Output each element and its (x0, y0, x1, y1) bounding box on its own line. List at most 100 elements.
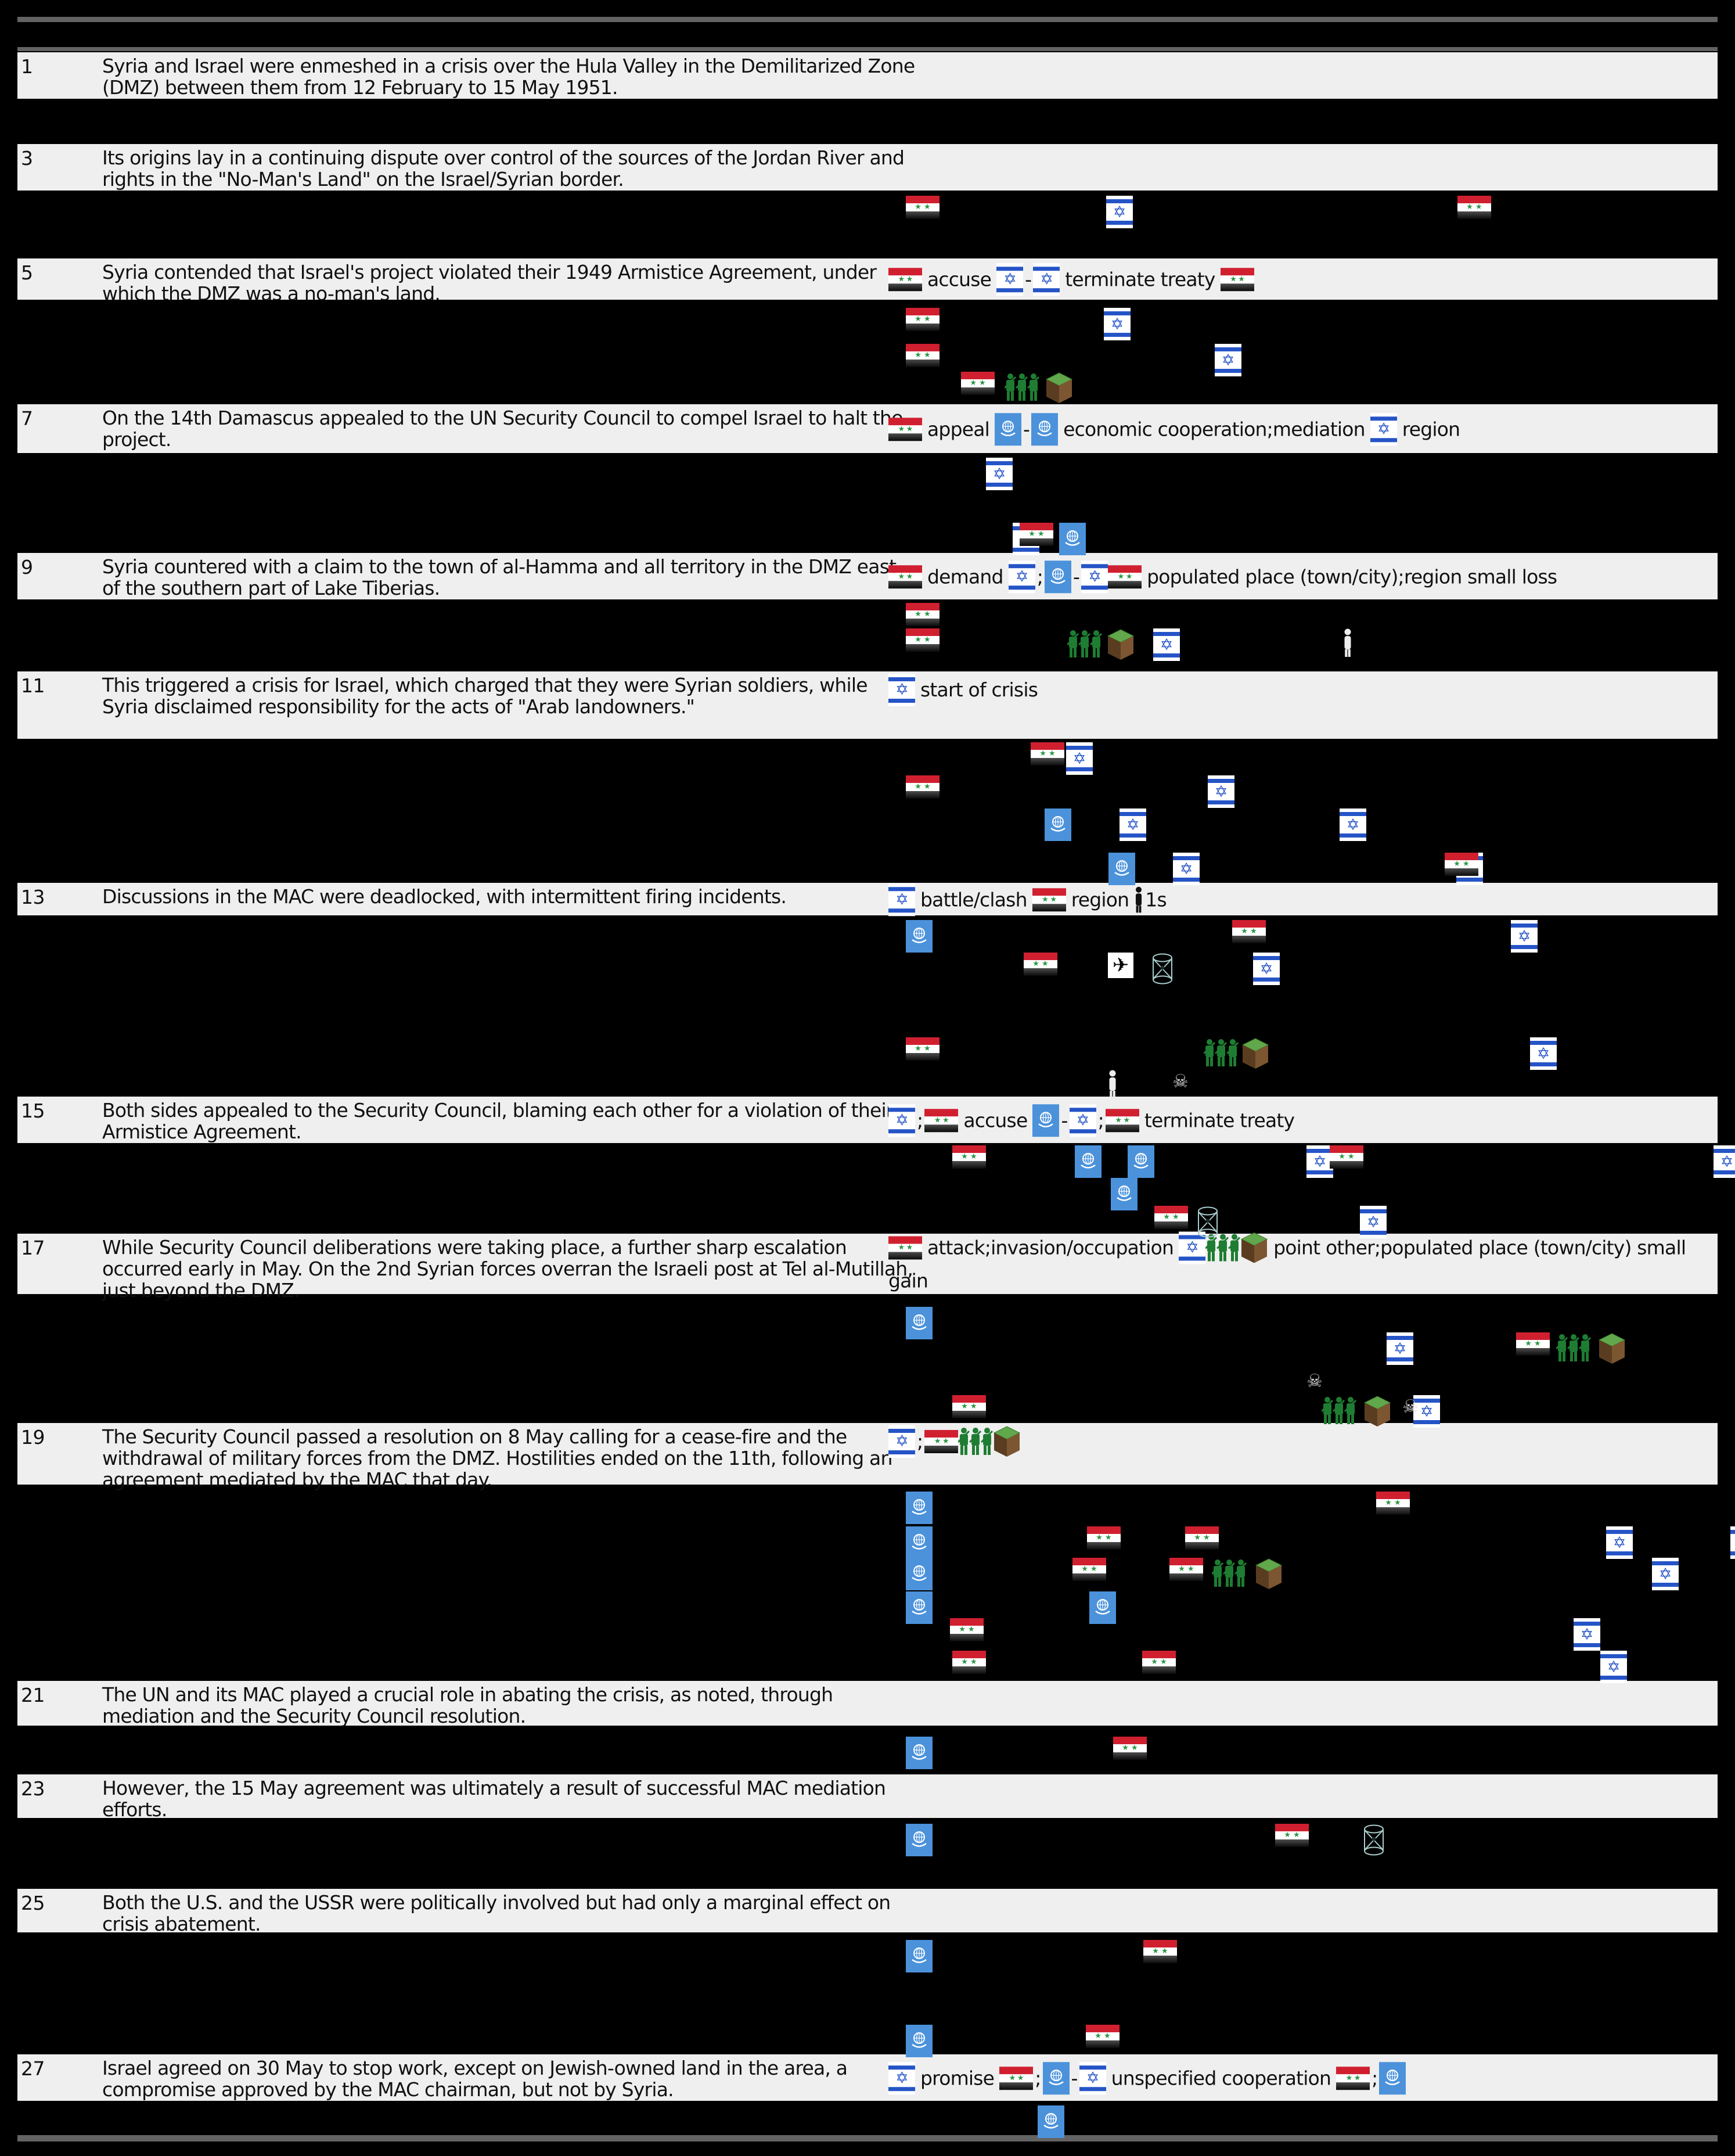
israel-flag: ✡ (1120, 808, 1146, 841)
soldiers-icon (1211, 1558, 1247, 1589)
annotation-label: unspecified cooperation (1111, 2066, 1331, 2089)
syria-flag: ★ ★ (906, 196, 940, 219)
row-number: 1 (21, 55, 33, 78)
syria-flag: ★ ★ (1220, 268, 1254, 292)
israel-flag: ✡ (1081, 560, 1108, 593)
grass-block-icon (1598, 1332, 1626, 1365)
israel-flag: ✡ (1173, 853, 1200, 885)
row-text: While Security Council deliberations wer… (102, 1236, 913, 1302)
row-number: 7 (21, 407, 33, 430)
syria-flag: ★ ★ (1113, 1737, 1147, 1760)
israel-flag: ✡ (1208, 775, 1234, 808)
syria-flag: ★ ★ (1024, 953, 1057, 976)
annotation-label: ; (1097, 1108, 1104, 1131)
row-number: 3 (21, 147, 33, 170)
syria-flag: ★ ★ (1376, 1492, 1410, 1515)
row-text: However, the 15 May agreement was ultima… (102, 1777, 886, 1821)
row-number: 19 (21, 1426, 45, 1449)
syria-flag: ★ ★ (1108, 565, 1142, 588)
row-text: Both sides appealed to the Security Coun… (102, 1099, 894, 1143)
wireframe-cylinder-icon (1196, 1206, 1219, 1238)
syria-flag: ★ ★ (1457, 196, 1491, 219)
israel-flag: ✡ (1360, 1206, 1387, 1238)
syria-flag: ★ ★ (1105, 1108, 1139, 1132)
annotation-label: region (1071, 887, 1129, 911)
soldiers-icon (1320, 1395, 1357, 1426)
israel-flag: ✡ (1730, 1526, 1735, 1559)
israel-flag: ✡ (986, 458, 1013, 490)
annotation-label: - (1071, 2066, 1078, 2089)
table-row: 13 Discussions in the MAC were deadlocked… (17, 882, 1718, 916)
syria-flag: ★ ★ (1086, 2025, 1120, 2048)
syria-flag: ★ ★ (888, 565, 922, 588)
row-annotation: ✡ promise ★ ★; - ✡ unspecified cooperation ★ ★… (888, 2061, 1715, 2094)
annotation-label: - (1025, 268, 1032, 291)
row-number: 9 (21, 556, 33, 578)
annotation-label: accuse (927, 268, 992, 291)
header-rule (17, 47, 1718, 51)
israel-flag: ✡ (1069, 1104, 1096, 1137)
annotation-label: battle/clash (920, 887, 1027, 911)
table-row: 7 On the 14th Damascus appealed to the UN… (17, 404, 1718, 453)
soldiers-icon (1003, 372, 1040, 403)
row-text: Syria and Israel were enmeshed in a cris… (102, 55, 915, 99)
grass-block-icon (1045, 372, 1073, 404)
un-flag (906, 1824, 933, 1856)
soldiers-icon (1205, 1232, 1241, 1263)
un-flag (1059, 523, 1086, 555)
row-text: Its origins lay in a continuing dispute … (102, 146, 905, 191)
syria-flag: ★ ★ (1142, 1651, 1176, 1674)
israel-flag: ✡ (888, 883, 915, 916)
syria-flag: ★ ★ (1087, 1526, 1121, 1550)
un-flag (1045, 560, 1072, 593)
israel-flag: ✡ (1153, 628, 1180, 661)
israel-flag: ✡ (1387, 1332, 1413, 1365)
israel-flag: ✡ (1253, 953, 1280, 985)
israel-flag: ✡ (1306, 1145, 1333, 1178)
row-annotation: ✡ start of crisis (888, 673, 1715, 706)
annotation-label: ; (1035, 2066, 1041, 2089)
un-flag (906, 1526, 933, 1559)
annotation-label: region (1402, 417, 1460, 440)
annotation-label: ; (1036, 565, 1043, 588)
row-annotation: ★ ★ accuse ✡ - ✡ terminate treaty ★ ★ (888, 263, 1715, 296)
un-flag (1089, 1591, 1116, 1624)
israel-flag: ✡ (1106, 196, 1133, 228)
table-row: 3 Its origins lay in a continuing dispute… (17, 144, 1718, 191)
soldiers-icon (1555, 1332, 1592, 1364)
israel-flag: ✡ (888, 673, 915, 706)
syria-flag: ★ ★ (952, 1395, 986, 1418)
syria-flag: ★ ★ (1154, 1206, 1188, 1229)
bottom-rule (17, 2135, 1718, 2141)
israel-flag: ✡ (1215, 344, 1241, 376)
row-number: 25 (21, 1892, 45, 1914)
israel-flag: ✡ (1600, 1651, 1627, 1683)
syria-flag: ★ ★ (1143, 1940, 1177, 1963)
annotation-label: terminate treaty (1144, 1108, 1295, 1131)
syria-flag: ★ ★ (1275, 1824, 1309, 1847)
skull-icon: ☠ (1402, 1396, 1419, 1417)
israel-flag: ✡ (1340, 808, 1366, 841)
row-text: This triggered a crisis for Israel, whic… (102, 674, 868, 718)
un-flag (1045, 808, 1071, 841)
row-annotation: ✡; ★ ★ (888, 1424, 1715, 1458)
person-icon (1343, 628, 1352, 657)
un-flag (906, 1591, 933, 1624)
annotation-label: start of crisis (920, 678, 1038, 701)
israel-flag: ✡ (888, 1425, 915, 1458)
un-flag (906, 1940, 933, 1972)
israel-flag: ✡ (1413, 1395, 1440, 1428)
grass-block-icon (1241, 1037, 1269, 1070)
syria-flag: ★ ★ (906, 628, 940, 652)
grass-block-icon (1240, 1231, 1268, 1264)
row-annotation: ✡ battle/clash ★ ★ region 1s (888, 882, 1715, 916)
syria-flag: ★ ★ (1185, 1526, 1219, 1550)
israel-flag: ✡ (1370, 412, 1397, 445)
syria-flag: ★ ★ (888, 268, 922, 292)
syria-flag: ★ ★ (1169, 1558, 1203, 1581)
israel-flag: ✡ (1606, 1526, 1633, 1559)
un-flag (1108, 853, 1135, 885)
row-annotation: ✡; ★ ★ accuse - ✡; ★ ★ terminate treaty (888, 1103, 1715, 1137)
syria-flag: ★ ★ (1336, 2066, 1370, 2090)
